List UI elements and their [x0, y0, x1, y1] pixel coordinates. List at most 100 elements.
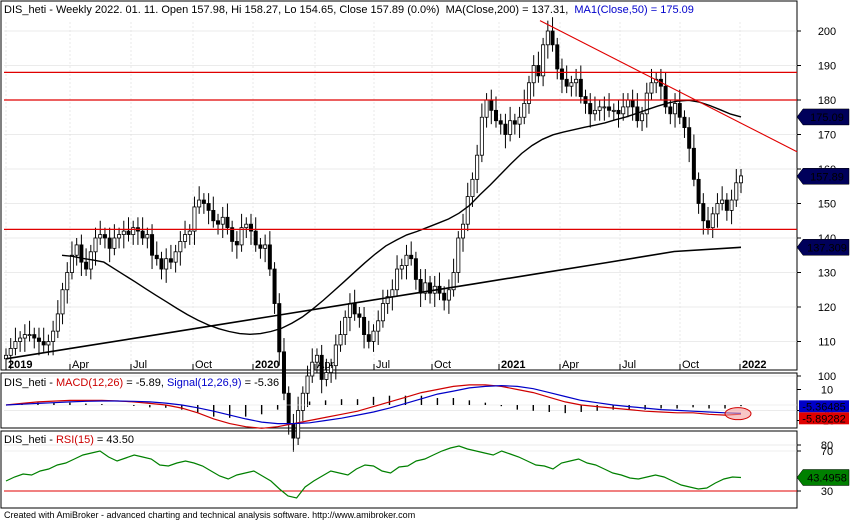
candle-up: [734, 182, 739, 201]
rsi-y-tick-label: 70: [821, 446, 833, 458]
signal-badge-bg: [799, 400, 849, 413]
candle-up: [531, 65, 536, 84]
candle-down: [503, 123, 508, 135]
candle-up: [720, 199, 725, 204]
candle-up: [121, 230, 126, 235]
candle-up: [55, 313, 60, 332]
candle-up: [60, 289, 65, 315]
candle-up: [187, 230, 192, 235]
macd-y-tick-label: 10: [821, 385, 833, 397]
candle-down: [126, 230, 131, 235]
candle-down: [272, 268, 277, 304]
candle-down: [663, 85, 668, 108]
candle-up: [376, 320, 381, 332]
candle-down: [352, 303, 357, 315]
candle-up: [347, 303, 352, 318]
x-tick-label: Oct: [682, 359, 699, 371]
candle-up: [729, 199, 734, 211]
candle-up: [333, 344, 338, 367]
candle-up: [625, 99, 630, 108]
candle-up: [305, 375, 310, 394]
y-tick-label: 180: [818, 95, 836, 107]
candle-up: [8, 347, 13, 356]
x-tick-label: Apr: [562, 359, 579, 371]
signal-line: [5, 384, 742, 425]
macd-cross-marker: [724, 407, 752, 421]
candle-up: [46, 341, 51, 346]
candle-up: [18, 337, 23, 342]
rsi-panel: [0, 430, 798, 509]
candle-down: [418, 278, 423, 294]
candle-up: [479, 116, 484, 156]
candle-down: [706, 220, 711, 229]
close-badge-bg: [796, 168, 850, 185]
candle-down: [588, 103, 593, 115]
rsi-title: DIS_heti - RSI(15) = 43.50: [4, 434, 134, 446]
candle-up: [423, 282, 428, 294]
price-title: DIS_heti - Weekly 2022. 01. 11. Open 157…: [4, 4, 694, 16]
y-tick-label: 120: [818, 302, 836, 314]
candle-up: [371, 330, 376, 342]
candle-up: [484, 99, 489, 118]
candle-down: [319, 354, 324, 380]
y-tick-label: 100: [818, 371, 836, 383]
candle-down: [512, 120, 517, 125]
candle-up: [220, 216, 225, 225]
macd-badge: -5.89282: [802, 413, 845, 425]
candle-down: [267, 244, 272, 270]
candle-up: [131, 227, 136, 235]
candle-down: [559, 68, 564, 80]
candle-down: [616, 109, 621, 115]
candle-up: [22, 334, 27, 339]
ma200-line: [5, 246, 742, 360]
footer-text: Created with AmiBroker - advanced charti…: [4, 510, 415, 520]
candle-down: [234, 241, 239, 246]
ma50-line: [61, 99, 742, 336]
candle-down: [442, 292, 447, 301]
candle-up: [673, 103, 678, 115]
close-badge: 157.89: [810, 171, 844, 183]
candle-up: [244, 223, 249, 229]
candle-up: [395, 268, 400, 291]
candle-down: [668, 106, 673, 115]
candle-up: [112, 237, 117, 249]
candle-down: [413, 258, 418, 280]
rsi-badge-bg: [796, 469, 850, 486]
candle-up: [545, 30, 550, 46]
candle-up: [541, 44, 546, 77]
y-tick-label: 200: [818, 26, 836, 38]
x-tick-label: 2020: [255, 359, 279, 371]
candle-up: [385, 296, 390, 304]
x-tick-label: 2019: [8, 359, 32, 371]
candle-up: [164, 258, 169, 270]
candle-up: [465, 196, 470, 225]
y-tick-label: 190: [818, 61, 836, 73]
candle-down: [409, 254, 414, 260]
rsi-y-tick-label: 30: [821, 486, 833, 498]
candle-down: [281, 351, 286, 394]
candle-down: [248, 223, 253, 232]
candle-down: [578, 78, 583, 97]
candle-up: [592, 109, 597, 115]
candle-up: [178, 241, 183, 253]
candle-up: [263, 244, 268, 249]
y-tick-label: 110: [818, 337, 836, 349]
y-tick-label: 150: [818, 199, 836, 211]
x-tick-label: Jul: [622, 359, 636, 371]
x-tick-label: Apr: [72, 359, 89, 371]
ma200-badge-bg: [796, 239, 850, 256]
x-tick-label: Oct: [195, 359, 212, 371]
candle-up: [117, 234, 122, 239]
candle-up: [522, 103, 527, 118]
candle-up: [621, 106, 626, 115]
candle-up: [300, 392, 305, 411]
candle-up: [574, 78, 579, 84]
candle-down: [682, 116, 687, 129]
candle-down: [150, 234, 155, 256]
candle-up: [611, 109, 616, 112]
candle-down: [168, 258, 173, 263]
candle-down: [154, 254, 159, 260]
candle-up: [183, 234, 188, 242]
x-tick-label: Oct: [434, 359, 451, 371]
candle-up: [569, 82, 574, 87]
